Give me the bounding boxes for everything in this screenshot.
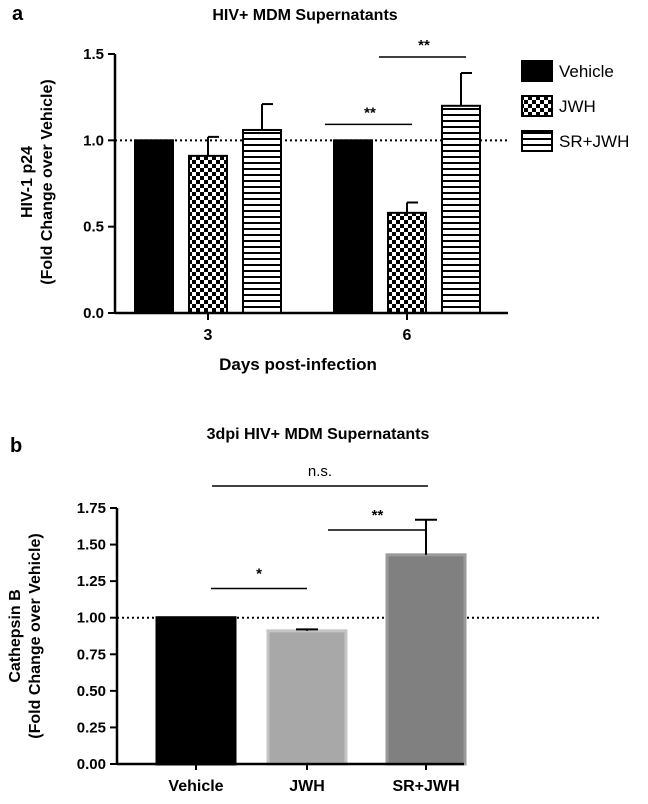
panel-a-xtick-label: 3 xyxy=(204,327,213,344)
panel-b-bars xyxy=(155,518,467,766)
panel-a-legend-label-sr-jwh: SR+JWH xyxy=(559,132,629,151)
panel-b-axes xyxy=(115,508,464,766)
panel-b-significance-label: ** xyxy=(372,507,384,524)
panel-a-bar-vehicle-day-6 xyxy=(333,139,373,314)
panel-b-ytick-label: 1.00 xyxy=(77,610,106,627)
panel-b-ytick-label: 1.50 xyxy=(77,537,106,554)
panel-a-ytick-label: 1.5 xyxy=(83,46,104,63)
panel-b-xtick-label: Vehicle xyxy=(168,778,223,795)
panel-b-bar-jwh xyxy=(266,629,348,766)
panel-b-ytick-label: 0.00 xyxy=(77,756,106,773)
panel-a-ytick-label: 1.0 xyxy=(83,132,104,149)
panel-b-significance-label: * xyxy=(256,565,262,582)
panel-b-ytick-label: 0.25 xyxy=(77,719,106,736)
panel-b-bar-sr-jwh xyxy=(385,553,467,766)
panel-b-significance: ***n.s. xyxy=(211,463,428,590)
panel-b-x-axis-ticks: Vehicle JWH SR+JWH xyxy=(168,764,460,795)
panel-a-bar-jwh-day-3 xyxy=(188,154,228,314)
panel-a-legend: Vehicle JWH SR+JWH xyxy=(521,60,629,152)
panel-a-ylabel-line2: (Fold Change over Vehicle) xyxy=(39,79,56,284)
panel-a-legend-swatch-jwh xyxy=(521,95,553,117)
panel-a-legend-label-jwh: JWH xyxy=(559,97,596,116)
panel-a-bar-jwh-day-6 xyxy=(387,211,427,314)
panel-a-axes xyxy=(113,54,508,315)
panel-b-ytick-label: 0.50 xyxy=(77,683,106,700)
panel-a-ylabel-line1: HIV-1 p24 xyxy=(19,146,36,218)
panel-a-bar-sr-jwh-day-6 xyxy=(441,104,481,314)
panel-b-ylabel-line2: (Fold Change over Vehicle) xyxy=(27,533,44,738)
panel-a-ytick-label: 0.0 xyxy=(83,305,104,322)
panel-b-ytick-label: 1.75 xyxy=(77,500,106,517)
panel-a-legend-label-vehicle: Vehicle xyxy=(559,62,614,81)
panel-b-ytick-label: 1.25 xyxy=(77,573,106,590)
panel-a-xtick-label: 6 xyxy=(403,327,412,344)
panel-a-xlabel: Days post-infection xyxy=(219,355,377,374)
panel-a-legend-swatch-vehicle xyxy=(521,60,553,82)
panel-a-label: a xyxy=(12,3,24,25)
panel-a-ylabel: HIV-1 p24 (Fold Change over Vehicle) xyxy=(19,79,56,284)
panel-a-significance-label: ** xyxy=(418,37,430,54)
panel-a-bar-sr-jwh-day-3 xyxy=(242,128,282,314)
panel-a-bar-vehicle-day-3 xyxy=(134,139,174,314)
panel-a-title: HIV+ MDM Supernatants xyxy=(212,7,397,24)
panel-b-bar-vehicle xyxy=(155,616,237,766)
panel-a-y-axis-ticks: 0.0 0.5 1.0 1.5 xyxy=(83,46,115,322)
panel-b-ytick-label: 0.75 xyxy=(77,646,106,663)
panel-b-title: 3dpi HIV+ MDM Supernatants xyxy=(207,426,430,443)
panel-a-legend-swatch-sr-jwh xyxy=(521,130,553,152)
panel-b-y-axis-ticks: 0.00 0.25 0.50 0.75 1.00 1.25 1.50 1.75 xyxy=(77,500,117,773)
panel-a-significance-label: ** xyxy=(364,104,376,121)
panel-a-bars xyxy=(134,71,481,314)
panel-b-xtick-label: JWH xyxy=(289,778,325,795)
panel-a-significance: ** ** xyxy=(325,37,466,126)
panel-a-ytick-label: 0.5 xyxy=(83,219,104,236)
panel-b-label: b xyxy=(10,435,22,457)
panel-b-ylabel-line1: Cathepsin B xyxy=(7,589,24,682)
panel-b: b 3dpi HIV+ MDM Supernatants Cathepsin B… xyxy=(7,426,600,795)
panel-a: a HIV+ MDM Supernatants HIV-1 p24 (Fold … xyxy=(12,3,629,374)
panel-b-significance-label: n.s. xyxy=(308,463,332,480)
panel-b-ylabel: Cathepsin B (Fold Change over Vehicle) xyxy=(7,533,44,738)
panel-b-xtick-label: SR+JWH xyxy=(392,778,459,795)
